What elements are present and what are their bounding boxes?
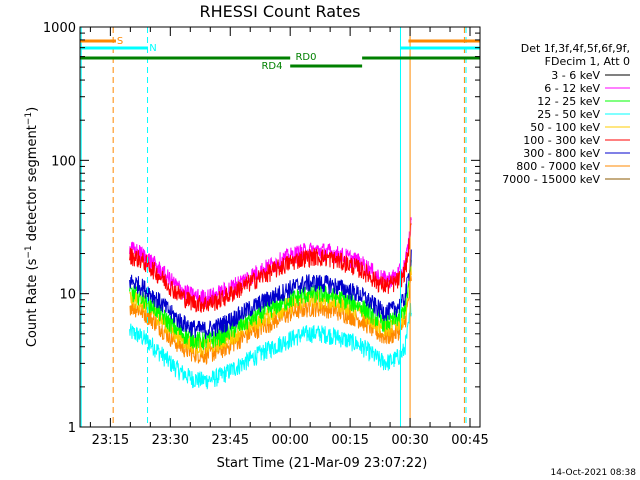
legend-entry-label: 800 - 7000 keV	[516, 160, 600, 173]
y-tick-label: 1	[68, 421, 76, 436]
x-tick-label: 23:15	[92, 433, 129, 448]
y-axis-label-exp-1: −1	[24, 245, 34, 258]
y-tick-label: 10	[59, 288, 76, 303]
legend-entry-label: 6 - 12 keV	[544, 82, 600, 95]
y-tick-label: 100	[51, 154, 76, 169]
legend-entry-label: 50 - 100 keV	[530, 121, 600, 134]
x-axis-label: Start Time (21-Mar-09 23:07:22)	[217, 456, 428, 471]
y-axis: 1 10 100 1000	[43, 21, 480, 436]
series-line-25-50-kev	[129, 303, 412, 390]
legend-entry-label: 3 - 6 keV	[551, 69, 600, 82]
series-line-100-300-kev	[129, 223, 412, 313]
flag-label-n: N	[149, 43, 156, 54]
x-tick-label: 00:15	[331, 433, 368, 448]
y-tick-label: 1000	[43, 21, 76, 36]
legend-entry-label: 25 - 50 keV	[537, 108, 600, 121]
generation-timestamp: 14-Oct-2021 08:38	[551, 468, 637, 478]
flag-layer: S N RD0 RD4	[80, 36, 480, 72]
legend-entry-label: 7000 - 15000 keV	[502, 173, 600, 186]
y-axis-label-detector: detector segment	[25, 125, 40, 245]
x-axis: 23:15 23:30 23:45 00:00 00:15 00:30 00:45	[89, 27, 489, 448]
series-line-12-25-kev	[129, 260, 412, 351]
flag-label-rd4: RD4	[261, 61, 282, 72]
vertical-marker-layer	[80, 27, 467, 427]
plot-frame	[79, 26, 481, 428]
y-axis-label-exp-2: −1	[24, 112, 34, 125]
x-tick-label: 00:45	[451, 433, 488, 448]
x-tick-label: 23:45	[212, 433, 249, 448]
legend-entry-label: 300 - 800 keV	[523, 147, 600, 160]
legend-entry-label: 100 - 300 keV	[523, 134, 600, 147]
legend-header-line: FDecim 1, Att 0	[545, 55, 630, 68]
x-tick-label: 23:30	[152, 433, 189, 448]
legend-entry-label: 12 - 25 keV	[537, 95, 600, 108]
chart-title: RHESSI Count Rates	[200, 2, 361, 21]
y-axis-label: Count Rate (s−1 detector segment−1)	[24, 107, 40, 347]
flag-label-s: S	[117, 36, 123, 47]
series-line-300-800-kev	[129, 249, 412, 340]
y-axis-label-close: )	[25, 107, 40, 112]
flag-label-rd0: RD0	[295, 52, 316, 63]
legend-header-line: Det 1f,3f,4f,5f,6f,9f,	[521, 42, 630, 55]
x-tick-label: 00:30	[391, 433, 428, 448]
series-layer	[129, 217, 412, 390]
legend: Det 1f,3f,4f,5f,6f,9f,FDecim 1, Att 03 -…	[502, 42, 630, 186]
x-tick-label: 00:00	[271, 433, 308, 448]
y-axis-label-count-rate: Count Rate (s	[25, 258, 40, 347]
